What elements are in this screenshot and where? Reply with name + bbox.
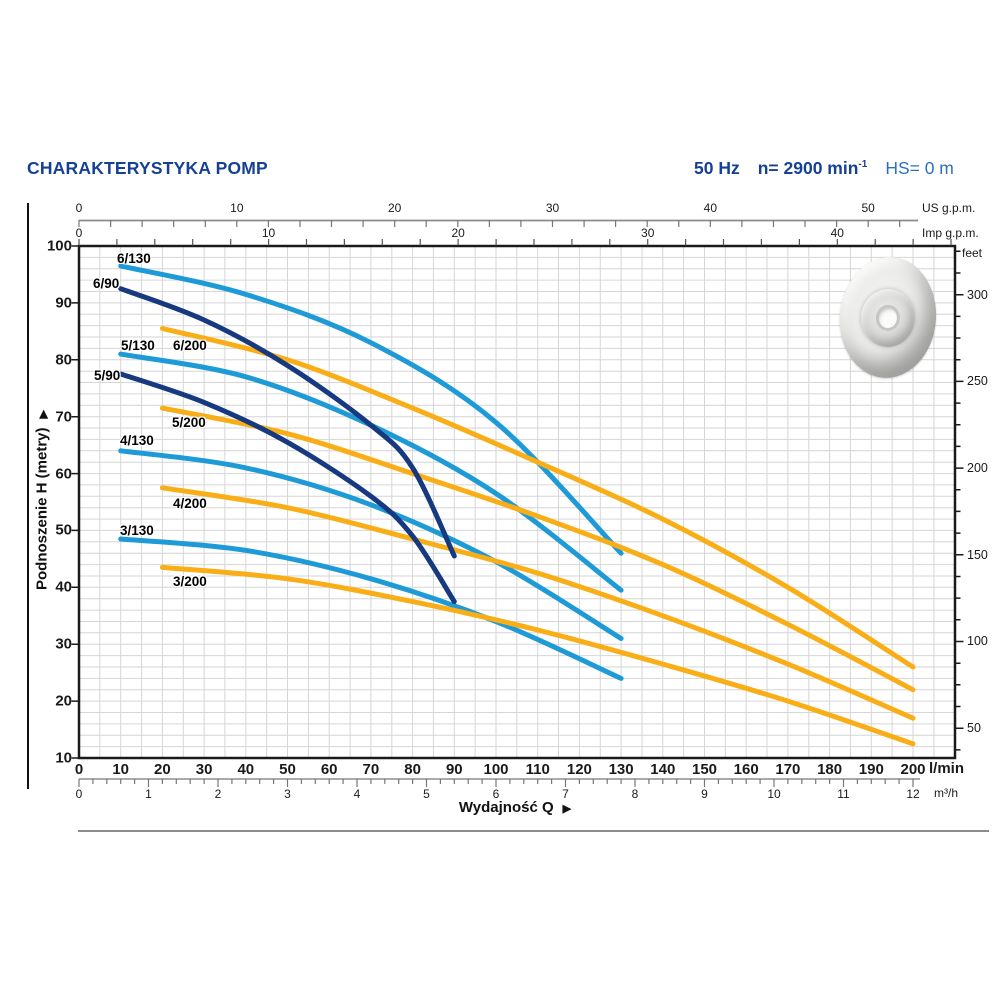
us-gpm-ticks [78,220,901,227]
suction-head-value: HS= 0 m [885,158,954,178]
frequency-value: 50 Hz [694,158,740,178]
grid-horizontal-lines [79,256,955,748]
plot-border [77,244,957,760]
right-arrow-icon: ▶ [562,803,572,815]
curve-6-90 [118,286,457,559]
imp-gpm-ticks [78,239,952,246]
y-axis-title-text: Podnoszenie H (metry) [33,427,51,590]
rotation-speed-value: n= 2900 min-1 [758,158,868,179]
grid-vertical-lines [99,246,935,758]
m3h-ticks [78,779,914,787]
left-divider-rule [27,203,29,789]
curve-5-90 [118,371,457,605]
curve-3-130 [118,536,624,681]
x-axis-title: Wydajność Q ▶ [459,799,571,816]
rotation-speed-exponent: -1 [858,159,868,171]
curve-4-130 [118,448,624,641]
up-arrow-icon: ▶ [37,410,50,419]
curve-3-200 [159,564,916,747]
curve-6-200 [159,326,916,670]
curve-6-130 [118,263,624,556]
bottom-divider-rule [78,830,989,832]
feet-unit-label: feet [962,246,983,260]
curve-5-200 [159,405,916,693]
lmin-unit-label: l/min [929,760,965,777]
y-axis-title: Podnoszenie H (metry) ▶ [34,410,51,590]
metry-ticks [71,245,79,759]
page-title: CHARAKTERYSTYKA POMP [27,158,268,178]
imp-gpm-unit-label: Imp g.p.m. [922,226,979,240]
operating-conditions: 50 Hz n= 2900 min-1 HS= 0 m [694,158,954,179]
rotation-speed-base: n= 2900 min [757,158,859,178]
curve-4-200 [159,485,916,721]
feet-ticks [955,250,964,751]
x-axis-title-text: Wydajność Q [458,799,554,816]
m3h-unit-label: m³/h [934,786,958,800]
us-gpm-unit-label: US g.p.m. [922,201,976,215]
